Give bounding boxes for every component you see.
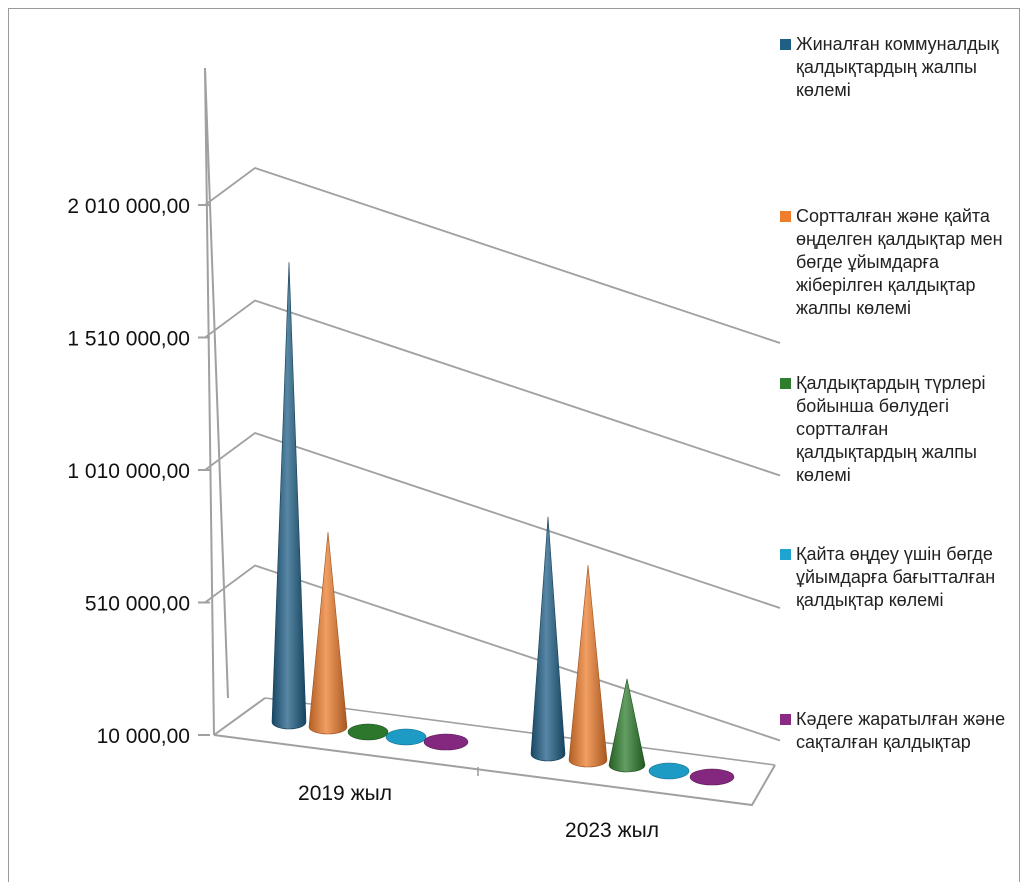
legend-swatch <box>780 714 791 725</box>
legend-swatch <box>780 211 791 222</box>
cone-mark <box>689 768 735 786</box>
cone-mark <box>271 262 307 730</box>
cone-mark <box>648 762 690 780</box>
y-axis-ticks: 10 000,00 510 000,00 1 010 000,00 1 510 000… <box>67 195 190 748</box>
x-category-label: 2019 жыл <box>298 782 392 805</box>
grid-layer <box>198 67 781 807</box>
y-tick-label: 1 010 000,00 <box>67 460 190 483</box>
cone-mark <box>347 723 389 741</box>
legend-label: Жиналған коммуналдық қалдықтардың жалпы … <box>796 34 999 100</box>
cone-mark <box>385 728 427 746</box>
cone-mark <box>530 516 566 762</box>
y-tick-label: 510 000,00 <box>85 593 190 616</box>
cone-mark <box>308 532 348 735</box>
legend-label: Қайта өңдеу үшін бөгде ұйымдарға бағытта… <box>796 544 996 610</box>
legend-label: Кәдеге жаратылған және сақталған қалдықт… <box>796 709 1006 752</box>
cone-series <box>271 262 735 786</box>
legend-swatch <box>780 39 791 50</box>
legend-swatch <box>780 378 791 389</box>
y-tick-label: 1 510 000,00 <box>67 328 190 351</box>
y-tick-label: 10 000,00 <box>97 725 190 748</box>
x-category-label: 2023 жыл <box>565 819 659 842</box>
legend-label: Сортталған және қайта өңделген қалдықтар… <box>796 206 1003 318</box>
cone-mark <box>608 678 646 773</box>
y-tick-label: 2 010 000,00 <box>67 195 190 218</box>
legend-label: Қалдықтардың түрлері бойынша бөлудегі со… <box>796 373 986 485</box>
cone-mark <box>423 733 469 751</box>
chart-frame <box>8 8 1020 882</box>
x-axis-categories: 2019 жыл 2023 жыл <box>298 782 659 842</box>
cone-mark <box>568 565 608 768</box>
legend-swatch <box>780 549 791 560</box>
